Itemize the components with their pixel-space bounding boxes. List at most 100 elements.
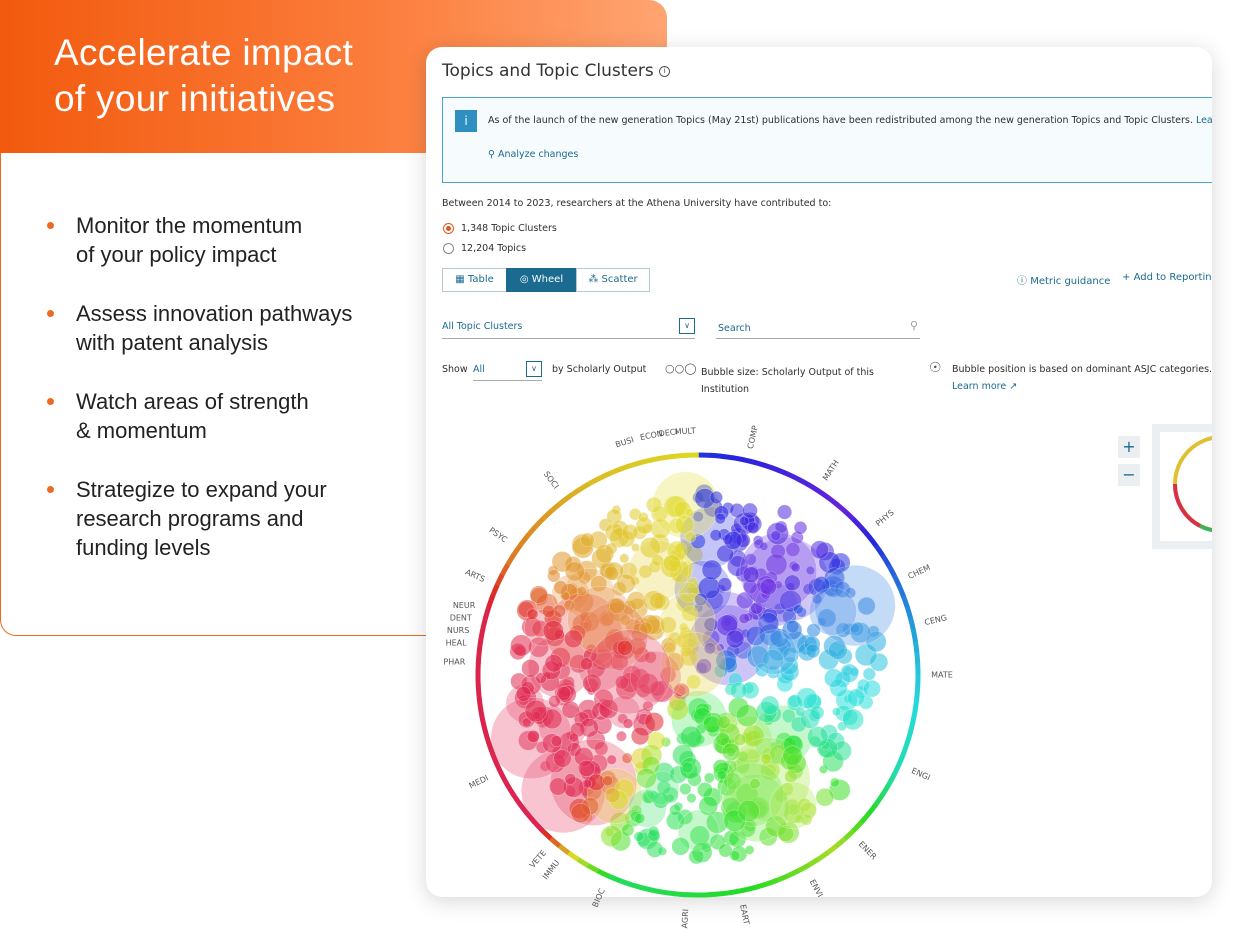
- topic-bubble[interactable]: [808, 587, 857, 636]
- topic-bubble[interactable]: [744, 845, 755, 855]
- radio-selected[interactable]: [443, 223, 454, 234]
- zoom-in[interactable]: +: [1118, 436, 1140, 458]
- topic-bubble[interactable]: [733, 733, 747, 746]
- reporting-link[interactable]: + Add to Reporting: [1122, 272, 1212, 283]
- topic-bubble[interactable]: [716, 770, 727, 781]
- topic-bubble[interactable]: [742, 502, 758, 519]
- topic-bubble[interactable]: [684, 531, 697, 543]
- topic-bubble[interactable]: [671, 837, 690, 856]
- search-box[interactable]: Search ⚲: [716, 319, 920, 339]
- topic-bubble[interactable]: [777, 825, 795, 842]
- topic-bubble[interactable]: [598, 699, 619, 719]
- topic-bubble[interactable]: [796, 687, 818, 709]
- topic-bubble[interactable]: [622, 718, 634, 729]
- topic-bubble[interactable]: [696, 658, 712, 674]
- topic-bubble[interactable]: [735, 704, 759, 727]
- tab-active[interactable]: ◎ Wheel: [506, 268, 577, 292]
- topic-bubble[interactable]: [524, 699, 548, 723]
- topic-bubble[interactable]: [744, 553, 757, 566]
- topic-bubble[interactable]: [577, 759, 595, 777]
- topic-bubble[interactable]: [634, 813, 646, 824]
- topic-bubble[interactable]: [639, 537, 661, 559]
- topic-bubble[interactable]: [692, 511, 704, 523]
- topic-bubble[interactable]: [750, 601, 763, 615]
- topic-bubble[interactable]: [805, 565, 815, 576]
- topic-bubble[interactable]: [561, 700, 580, 719]
- topic-bubble[interactable]: [526, 608, 539, 621]
- topic-bubble[interactable]: [639, 621, 653, 635]
- topic-bubble[interactable]: [644, 650, 657, 664]
- topic-bubble[interactable]: [770, 530, 782, 541]
- topic-bubble[interactable]: [782, 646, 800, 664]
- topic-bubble[interactable]: [742, 566, 760, 584]
- topic-bubble[interactable]: [629, 651, 682, 703]
- topic-bubble[interactable]: [730, 681, 748, 699]
- topic-bubble[interactable]: [769, 781, 817, 830]
- topic-bubble[interactable]: [717, 715, 731, 729]
- topic-bubble[interactable]: [676, 630, 698, 651]
- topic-bubble[interactable]: [849, 622, 861, 634]
- topic-bubble[interactable]: [544, 654, 563, 673]
- topic-bubble[interactable]: [703, 772, 715, 784]
- topic-bubble[interactable]: [580, 532, 595, 548]
- topic-bubble[interactable]: [526, 729, 540, 743]
- topic-bubble[interactable]: [660, 631, 726, 698]
- topic-bubble[interactable]: [715, 731, 730, 746]
- topic-bubble[interactable]: [606, 508, 622, 525]
- topic-bubble[interactable]: [727, 555, 749, 577]
- topic-bubble[interactable]: [675, 515, 695, 535]
- topic-bubble[interactable]: [686, 674, 701, 690]
- topic-bubble[interactable]: [644, 712, 664, 732]
- topic-bubble[interactable]: [582, 778, 593, 789]
- topic-bubble[interactable]: [824, 668, 844, 688]
- topic-bubble[interactable]: [807, 726, 829, 748]
- topic-bubble[interactable]: [564, 773, 577, 785]
- topic-bubble[interactable]: [759, 541, 769, 551]
- topic-bubble[interactable]: [630, 726, 650, 746]
- banner-link[interactable]: Learn mo: [1195, 115, 1212, 126]
- topic-bubble[interactable]: [817, 608, 837, 628]
- topic-bubble[interactable]: [782, 745, 803, 766]
- topic-bubble[interactable]: [616, 573, 636, 594]
- topic-bubble[interactable]: [595, 544, 615, 564]
- topic-bubble[interactable]: [718, 843, 733, 858]
- topic-bubble[interactable]: [755, 662, 770, 677]
- topic-bubble[interactable]: [736, 591, 754, 610]
- topic-bubble[interactable]: [760, 752, 772, 765]
- topic-bubble[interactable]: [579, 611, 591, 622]
- topic-bubble[interactable]: [673, 684, 687, 697]
- topic-bubble[interactable]: [862, 667, 876, 681]
- topic-bubble[interactable]: [784, 574, 801, 592]
- topic-bubble[interactable]: [688, 848, 705, 865]
- topic-bubble[interactable]: [550, 735, 563, 747]
- topic-bubble[interactable]: [666, 698, 689, 721]
- topic-bubble[interactable]: [709, 490, 723, 505]
- topic-bubble[interactable]: [786, 620, 800, 634]
- topic-bubble[interactable]: [762, 649, 784, 671]
- topic-bubble[interactable]: [646, 840, 664, 858]
- topic-bubble[interactable]: [542, 620, 564, 642]
- topic-bubble[interactable]: [714, 513, 726, 525]
- topic-bubble[interactable]: [616, 639, 633, 656]
- radio-label[interactable]: 1,348 Topic Clusters: [461, 223, 557, 234]
- topic-bubble[interactable]: [576, 586, 587, 597]
- show-select[interactable]: All ∨: [473, 360, 542, 381]
- topic-bubble[interactable]: [844, 587, 856, 599]
- topic-bubble[interactable]: [637, 673, 659, 695]
- topic-bubble[interactable]: [590, 575, 608, 593]
- topic-bubble[interactable]: [725, 629, 745, 649]
- topic-bubble[interactable]: [662, 554, 681, 573]
- analyze-link[interactable]: ⚲ Analyze changes: [488, 149, 579, 160]
- topic-bubble[interactable]: [795, 706, 806, 717]
- topic-bubble[interactable]: [686, 793, 697, 804]
- topic-bubble[interactable]: [619, 553, 630, 564]
- learn-more-link[interactable]: Learn more ↗: [952, 381, 1018, 392]
- topic-bubble[interactable]: [685, 508, 695, 518]
- topic-bubble[interactable]: [857, 596, 876, 616]
- topic-bubble[interactable]: [521, 717, 532, 728]
- topic-bubble[interactable]: [630, 543, 640, 552]
- topic-bubble[interactable]: [579, 657, 593, 671]
- topic-bubble[interactable]: [621, 524, 639, 541]
- topic-bubble[interactable]: [556, 686, 572, 701]
- topic-bubble[interactable]: [780, 782, 794, 796]
